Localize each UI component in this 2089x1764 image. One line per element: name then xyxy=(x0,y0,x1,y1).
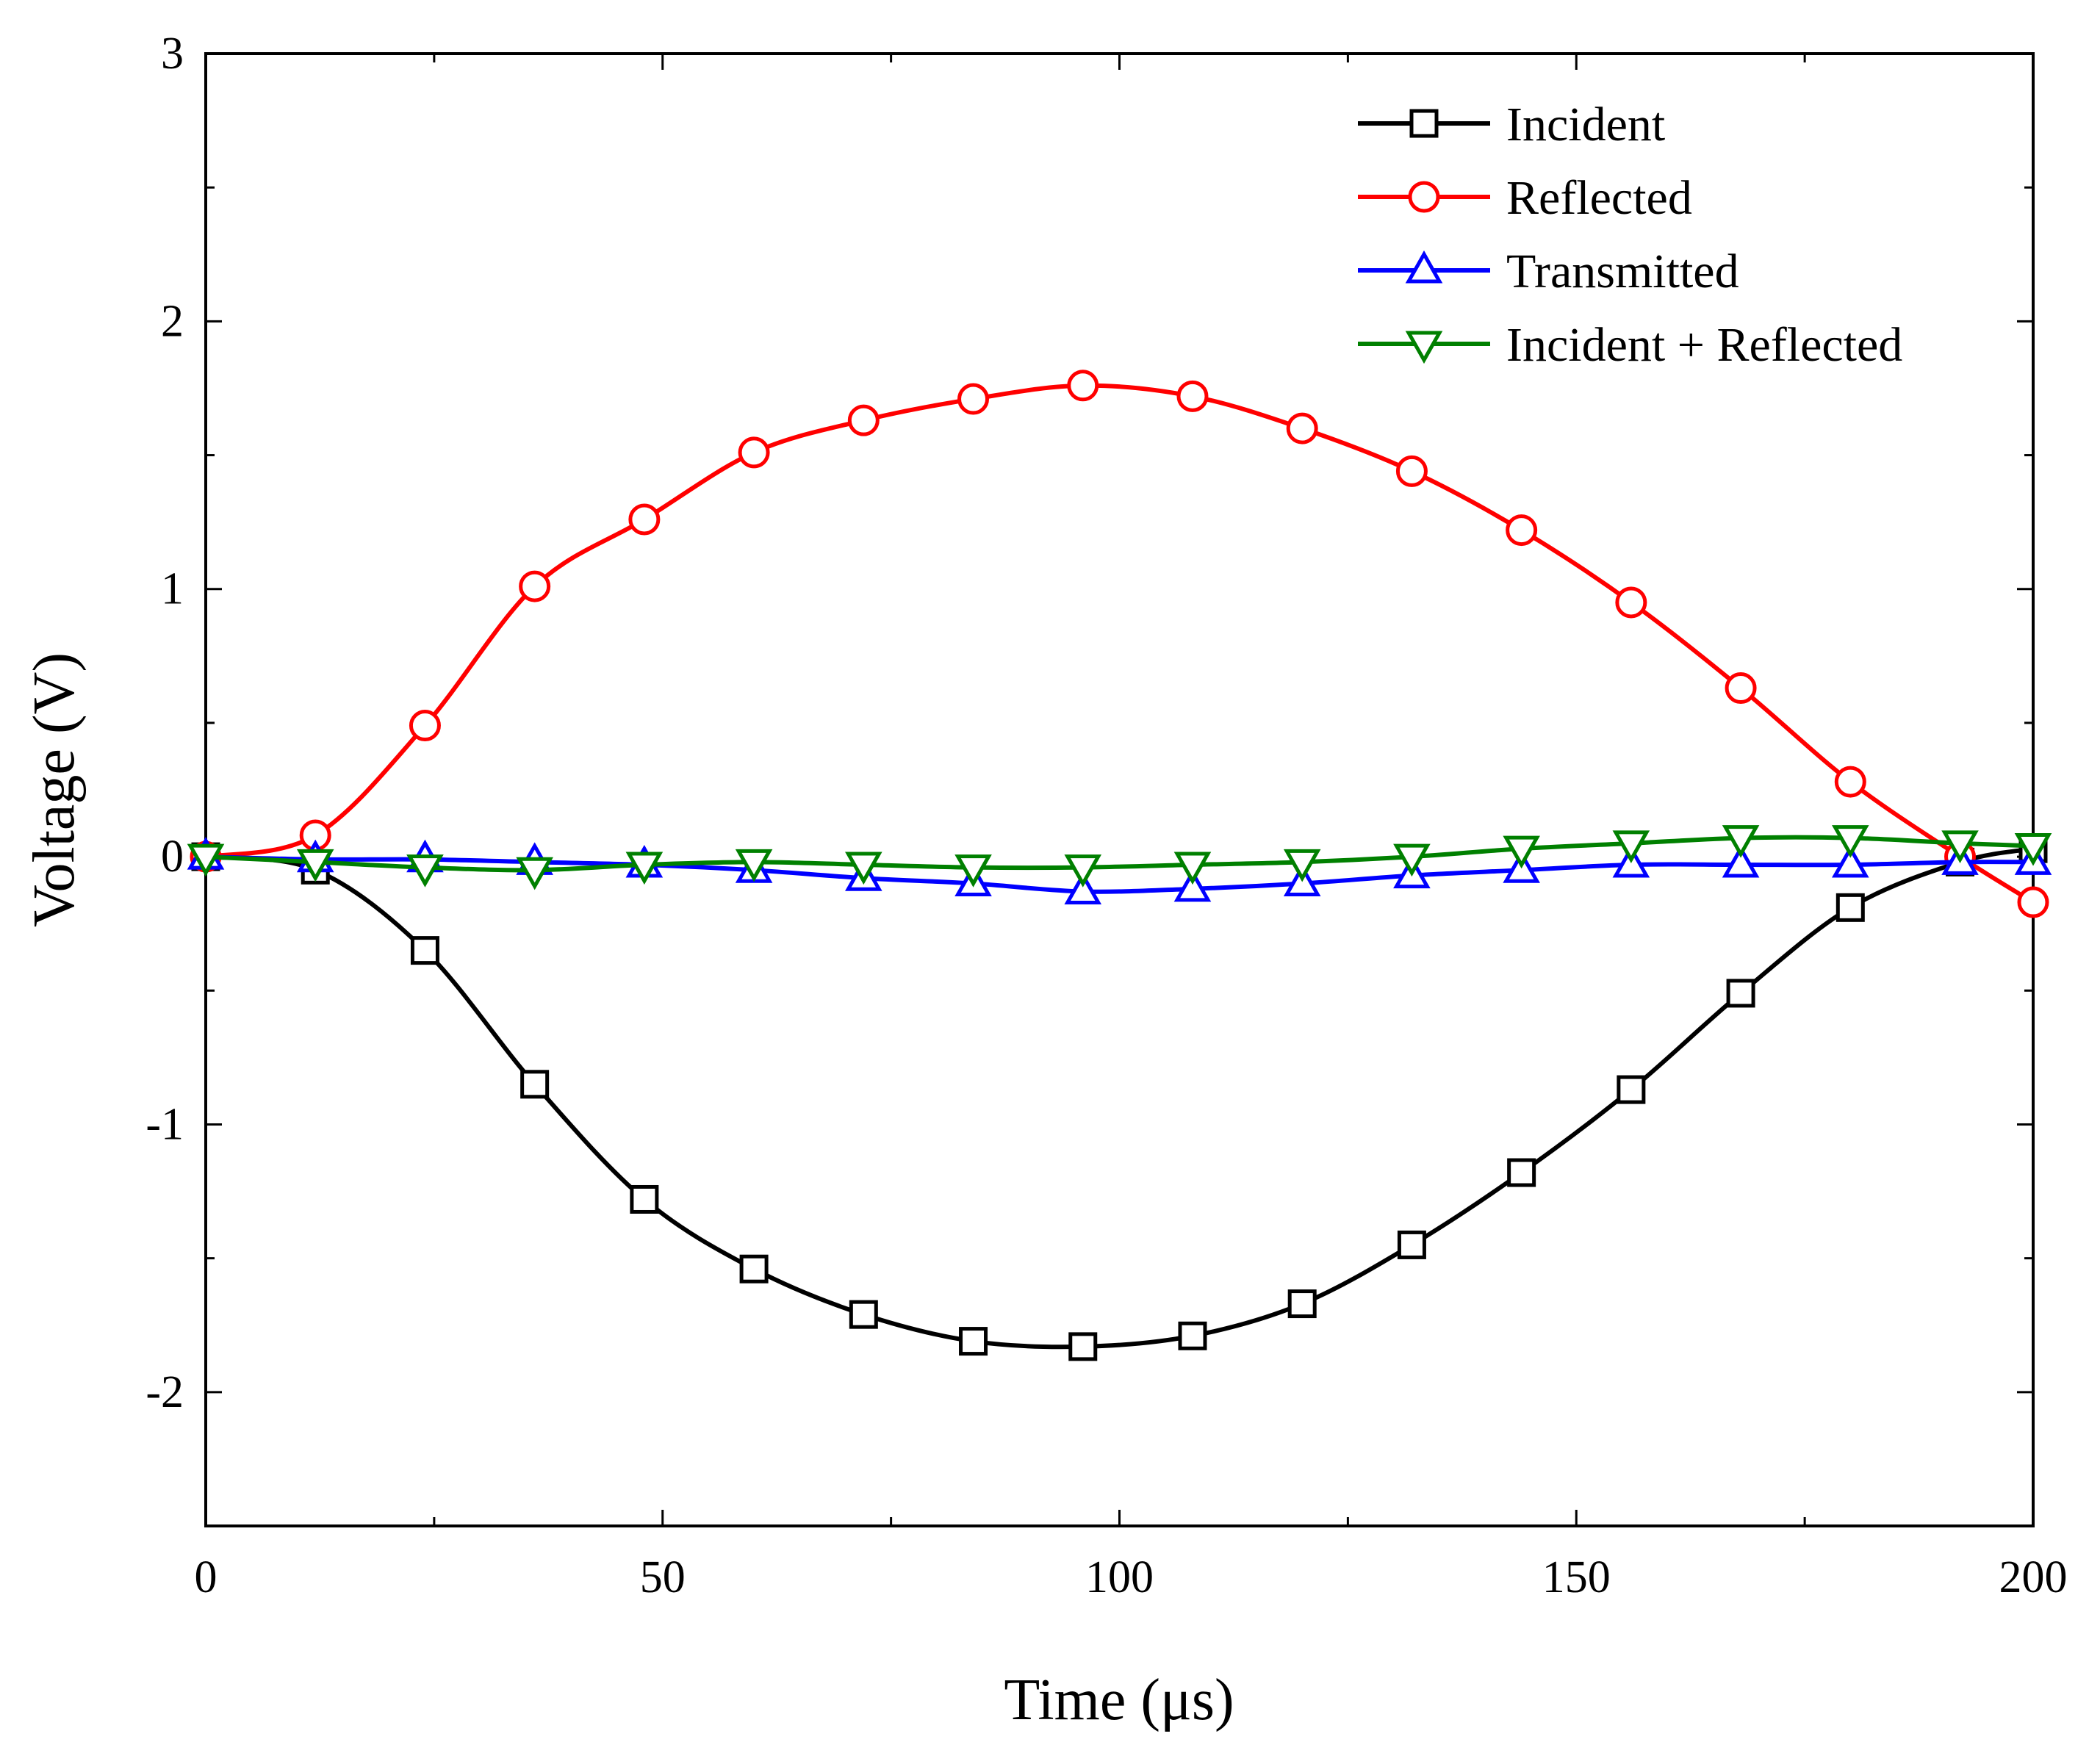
data-point-incident xyxy=(1835,893,1865,922)
data-point-incident-reflected xyxy=(406,854,444,888)
data-point-reflected xyxy=(2017,886,2049,918)
data-point-incident-reflected xyxy=(187,843,225,877)
data-point-incident-reflected xyxy=(1722,825,1760,858)
data-point-incident-reflected xyxy=(1832,825,1869,858)
data-point-reflected xyxy=(738,436,770,469)
data-point-reflected xyxy=(1615,586,1647,619)
legend-marker-incident-reflected xyxy=(1405,331,1443,364)
legend-label-transmitted: Transmitted xyxy=(1506,245,1739,298)
x-tick-label: 150 xyxy=(1542,1552,1611,1602)
data-point-incident xyxy=(1178,1321,1207,1350)
y-tick-label: 2 xyxy=(161,296,184,346)
data-point-incident-reflected xyxy=(845,852,882,885)
data-point-reflected xyxy=(409,710,441,742)
data-point-incident-reflected xyxy=(1503,835,1540,869)
data-point-incident xyxy=(739,1254,769,1284)
data-point-incident-reflected xyxy=(2014,833,2052,866)
series-line-reflected xyxy=(205,383,2035,904)
data-point-incident xyxy=(1726,979,1755,1008)
y-tick-label: 3 xyxy=(161,29,184,79)
data-point-incident xyxy=(520,1070,550,1099)
series-lines xyxy=(187,370,2052,1361)
data-point-incident xyxy=(1397,1230,1426,1259)
data-point-reflected xyxy=(847,404,880,436)
data-point-transmitted xyxy=(1832,844,1869,878)
data-point-reflected xyxy=(1834,766,1866,798)
legend-marker-transmitted xyxy=(1405,250,1443,284)
series-reflected xyxy=(190,370,2049,918)
legend-marker-incident xyxy=(1409,109,1439,138)
data-point-incident xyxy=(1507,1158,1536,1187)
data-point-reflected xyxy=(1725,672,1757,705)
data-point-incident xyxy=(1068,1332,1098,1361)
data-point-incident xyxy=(959,1327,988,1356)
x-axis-title: Time (μs) xyxy=(1004,1668,1234,1732)
data-point-incident-reflected xyxy=(954,854,992,888)
x-tick-label: 0 xyxy=(195,1552,217,1602)
data-point-reflected xyxy=(1395,455,1428,487)
data-point-incident-reflected xyxy=(735,849,773,882)
data-point-reflected xyxy=(1506,514,1538,547)
data-point-transmitted xyxy=(1173,868,1212,902)
data-point-incident-reflected xyxy=(1173,852,1212,885)
data-point-transmitted xyxy=(1722,844,1760,878)
data-point-incident-reflected xyxy=(516,857,553,890)
plot-frame xyxy=(204,52,2035,1527)
data-point-incident xyxy=(630,1184,659,1214)
legend-label-incident: Incident xyxy=(1506,98,1665,151)
y-tick-label: 1 xyxy=(161,564,184,614)
series-incident xyxy=(191,834,2048,1361)
data-point-incident-reflected xyxy=(1283,849,1321,882)
data-point-incident xyxy=(849,1300,878,1329)
series-incident-reflected xyxy=(187,825,2052,890)
y-axis-title: Voltage (V) xyxy=(22,652,87,927)
data-point-reflected xyxy=(1176,380,1209,412)
y-tick-label: 0 xyxy=(161,832,184,882)
data-point-reflected xyxy=(957,383,990,415)
legend: Incident Reflected Transmitted Incident + R… xyxy=(1358,98,1902,372)
data-point-incident-reflected xyxy=(296,849,334,882)
series-line-transmitted xyxy=(205,854,2034,894)
data-point-incident-reflected xyxy=(1612,830,1650,863)
data-point-incident-reflected xyxy=(1064,854,1102,888)
data-point-reflected xyxy=(519,570,551,602)
y-tick-label: -2 xyxy=(145,1367,184,1417)
axis-ticks: 0 50 100 150 200 -2 -1 0 1 2 3 xyxy=(145,29,2067,1602)
x-tick-label: 200 xyxy=(1999,1552,2068,1602)
data-point-incident-reflected xyxy=(1393,843,1431,877)
data-point-incident-reflected xyxy=(1941,830,1979,863)
series-line-incident xyxy=(205,846,2034,1350)
data-point-incident xyxy=(1287,1289,1317,1319)
data-point-reflected xyxy=(1286,412,1318,444)
y-tick-label: -1 xyxy=(145,1099,184,1149)
x-tick-label: 100 xyxy=(1085,1552,1154,1602)
legend-marker-reflected xyxy=(1408,181,1440,213)
x-tick-label: 50 xyxy=(640,1552,686,1602)
legend-label-incident-reflected: Incident + Reflected xyxy=(1506,318,1902,372)
data-point-incident-reflected xyxy=(625,852,664,885)
data-point-incident xyxy=(1617,1075,1646,1104)
legend-label-reflected: Reflected xyxy=(1506,171,1692,225)
data-point-reflected xyxy=(1067,370,1099,402)
series-transmitted xyxy=(187,837,2052,904)
data-point-reflected xyxy=(628,503,661,536)
data-point-incident xyxy=(410,936,439,965)
data-point-transmitted xyxy=(1064,871,1102,904)
